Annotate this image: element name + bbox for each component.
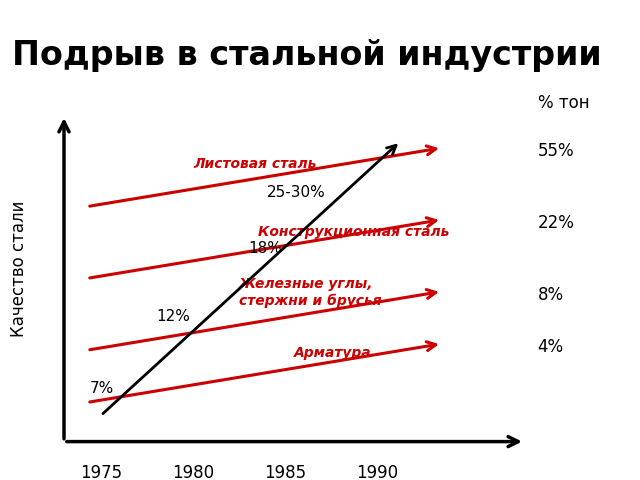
- Text: Качество стали: Качество стали: [10, 201, 28, 337]
- FancyBboxPatch shape: [0, 10, 617, 100]
- Text: 1985: 1985: [264, 465, 307, 480]
- Text: 12%: 12%: [156, 309, 190, 324]
- Text: Конструкционная сталь: Конструкционная сталь: [257, 225, 449, 239]
- Text: % тон: % тон: [538, 94, 589, 112]
- Text: 4%: 4%: [538, 338, 564, 356]
- Text: Подрыв в стальной индустрии: Подрыв в стальной индустрии: [12, 39, 602, 72]
- Text: Арматура: Арматура: [294, 346, 372, 360]
- Text: 1990: 1990: [356, 465, 399, 480]
- Text: 18%: 18%: [248, 240, 282, 255]
- Text: 25-30%: 25-30%: [267, 185, 326, 200]
- Text: Листовая сталь: Листовая сталь: [193, 156, 316, 171]
- Text: 55%: 55%: [538, 142, 574, 160]
- Text: 22%: 22%: [538, 214, 575, 232]
- Text: 1975: 1975: [80, 465, 122, 480]
- Text: 8%: 8%: [538, 286, 564, 304]
- Text: 1980: 1980: [172, 465, 214, 480]
- Text: Железные углы,
стержни и брусья: Железные углы, стержни и брусья: [239, 277, 381, 308]
- Text: 7%: 7%: [90, 381, 113, 396]
